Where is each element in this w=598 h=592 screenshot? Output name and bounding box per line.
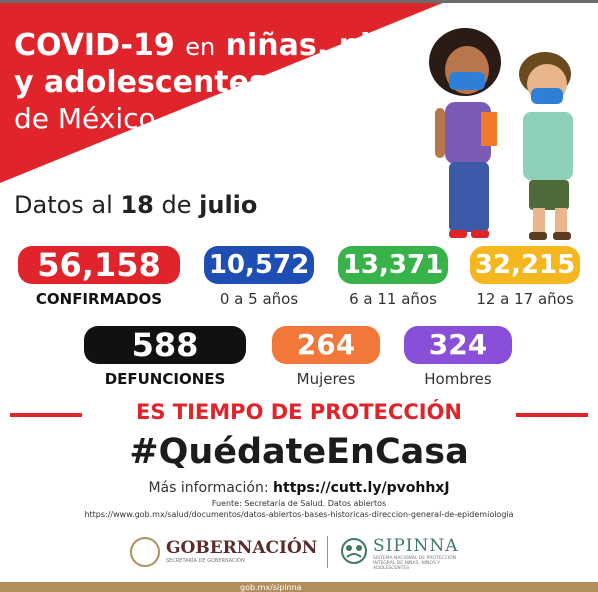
top-band (0, 0, 598, 3)
hashtag: #QuédateEnCasa (129, 432, 469, 472)
sipinna-subtitle: SISTEMA NACIONAL DE PROTECCIÓN INTEGRAL … (373, 556, 457, 571)
page-title: COVID-19 en niñas, niños y adolescentes … (14, 28, 430, 137)
hombres-label: Hombres (424, 370, 492, 388)
mujeres-label: Mujeres (296, 370, 356, 388)
hombres-value: 324 (404, 326, 512, 364)
red-line-left (10, 413, 82, 417)
date-month: julio (199, 191, 258, 219)
confirmados-label: CONFIRMADOS (35, 290, 163, 308)
age-0-5-label: 0 a 5 años (219, 290, 299, 308)
kids-illustration (429, 28, 573, 240)
date-line: Datos al 18 de julio (14, 191, 257, 219)
age-0-5-value: 10,572 (204, 246, 314, 284)
mujeres-value: 264 (272, 326, 380, 364)
footer-url[interactable]: gob.mx/sipinna (240, 583, 302, 592)
date-day: 18 (120, 191, 154, 219)
title-ninas-ninos: niñas, niños (225, 28, 431, 63)
age-12-17-label: 12 a 17 años (476, 290, 574, 308)
footer-bar (0, 582, 598, 592)
source-url[interactable]: https://www.gob.mx/salud/documentos/dato… (84, 510, 514, 519)
confirmados-value: 56,158 (18, 246, 180, 284)
mexico-seal-icon (130, 537, 160, 567)
gobernacion-subtitle: SECRETARÍA DE GOBERNACIÓN (166, 558, 245, 564)
more-info-link[interactable]: https://cutt.ly/pvohhxJ (273, 480, 450, 496)
title-adolescentes: y adolescentes (14, 65, 267, 100)
protection-heading: ES TIEMPO DE PROTECCIÓN (136, 400, 462, 424)
age-6-11-label: 6 a 11 años (349, 290, 437, 308)
title-mexico: de México (14, 102, 156, 135)
logo-divider (327, 536, 328, 568)
sipinna-icon (341, 538, 367, 564)
sipinna-logo-text: SIPINNA (373, 536, 459, 556)
defunciones-label: DEFUNCIONES (104, 370, 226, 388)
title-covid: COVID-19 (14, 28, 175, 63)
title-en: en (185, 33, 216, 61)
defunciones-value: 588 (84, 326, 246, 364)
red-line-right (516, 413, 588, 417)
more-info: Más información: https://cutt.ly/pvohhxJ (0, 480, 598, 496)
source-text: Fuente: Secretaría de Salud. Datos abier… (211, 499, 387, 508)
date-prefix: Datos al (14, 191, 113, 219)
date-de: de (161, 191, 192, 219)
age-12-17-value: 32,215 (470, 246, 580, 284)
more-info-prefix: Más información: (148, 480, 269, 496)
age-6-11-value: 13,371 (338, 246, 448, 284)
logos-bar (0, 522, 598, 582)
gobernacion-logo-text: GOBERNACIÓN (166, 538, 318, 558)
